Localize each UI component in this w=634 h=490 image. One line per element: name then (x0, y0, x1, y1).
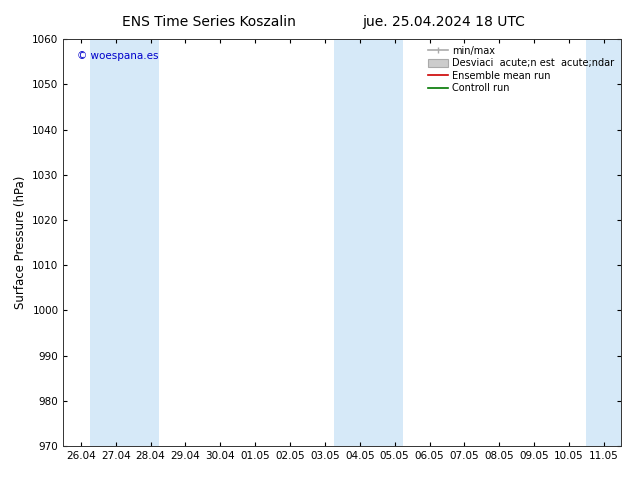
Text: ENS Time Series Koszalin: ENS Time Series Koszalin (122, 15, 296, 29)
Text: © woespana.es: © woespana.es (77, 51, 159, 61)
Y-axis label: Surface Pressure (hPa): Surface Pressure (hPa) (14, 176, 27, 309)
Bar (89, 39, 159, 446)
Legend: min/max, Desviaci  acute;n est  acute;ndar, Ensemble mean run, Controll run: min/max, Desviaci acute;n est acute;ndar… (426, 44, 616, 95)
Bar (586, 39, 621, 446)
Text: jue. 25.04.2024 18 UTC: jue. 25.04.2024 18 UTC (363, 15, 525, 29)
Bar (333, 39, 403, 446)
